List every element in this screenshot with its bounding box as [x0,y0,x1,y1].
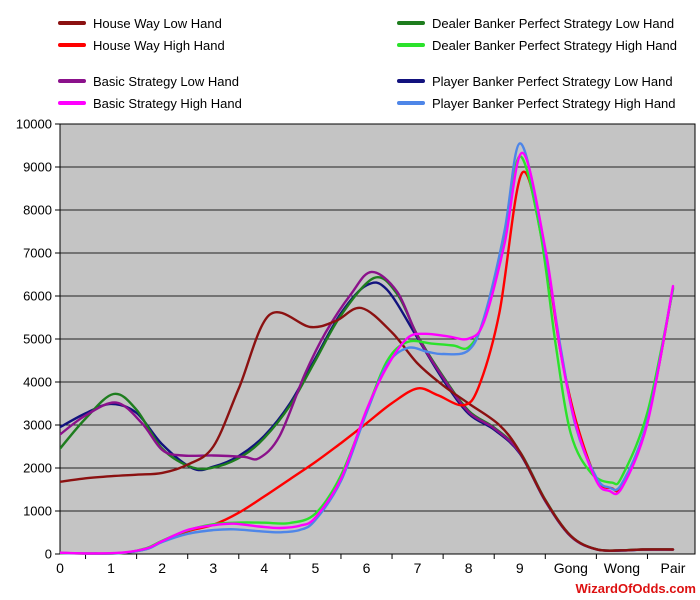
y-axis-ticks [55,123,60,555]
legend-label: House Way High Hand [93,37,225,53]
x-tick-label: 0 [56,560,64,576]
y-tick-label: 6000 [23,289,52,304]
y-axis-labels: 0 1000 2000 3000 4000 5000 6000 7000 8000 9000 100… [16,117,52,562]
x-tick-label: Pair [661,560,686,576]
legend-line-swatch [58,79,86,83]
series-line-basic-strategy-high-hand [60,151,675,555]
x-tick-label: 3 [209,560,217,576]
legend-group-gap [58,56,242,70]
legend-item: House Way Low Hand [58,12,242,34]
y-tick-label: 1000 [23,504,52,519]
legend-line-swatch [58,101,86,105]
legend-label: House Way Low Hand [93,15,222,31]
x-axis-ticks [85,554,648,559]
y-tick-label: 9000 [23,160,52,175]
legend-item: Player Banker Perfect Strategy Low Hand [397,70,677,92]
y-tick-label: 2000 [23,461,52,476]
x-tick-label: 2 [158,560,166,576]
legend-label: Basic Strategy Low Hand [93,73,239,89]
legend-item: Player Banker Perfect Strategy High Hand [397,92,677,114]
x-tick-label: 8 [465,560,473,576]
legend-line-swatch [397,21,425,25]
legend-item: Basic Strategy High Hand [58,92,242,114]
y-tick-label: 0 [45,547,52,562]
legend-item: Dealer Banker Perfect Strategy High Hand [397,34,677,56]
legend-label: Dealer Banker Perfect Strategy Low Hand [432,15,675,31]
chart-legend: House Way Low Hand House Way High Hand B… [0,12,700,112]
y-tick-label: 4000 [23,375,52,390]
x-tick-label: 9 [516,560,524,576]
legend-line-swatch [58,21,86,25]
x-tick-label: 4 [260,560,268,576]
legend-item: Basic Strategy Low Hand [58,70,242,92]
x-tick-label: 5 [312,560,320,576]
legend-label: Player Banker Perfect Strategy High Hand [432,95,676,111]
series-lines [60,142,675,555]
legend-item: Dealer Banker Perfect Strategy Low Hand [397,12,677,34]
legend-item: House Way High Hand [58,34,242,56]
x-tick-label: 7 [414,560,422,576]
legend-column-right: Dealer Banker Perfect Strategy Low Hand … [397,12,677,114]
plot-border [59,123,696,555]
legend-group-gap [397,56,677,70]
x-tick-label: 1 [107,560,115,576]
x-tick-label: 6 [363,560,371,576]
legend-line-swatch [397,79,425,83]
x-axis-labels: 0 1 2 3 4 5 6 7 8 9 Gong Wong Pair [56,560,686,576]
legend-label: Dealer Banker Perfect Strategy High Hand [432,37,677,53]
y-tick-label: 7000 [23,246,52,261]
x-tick-label: Gong [554,560,588,576]
legend-line-swatch [58,43,86,47]
legend-line-swatch [397,43,425,47]
legend-line-swatch [397,101,425,105]
y-tick-label: 3000 [23,418,52,433]
legend-label: Basic Strategy High Hand [93,95,242,111]
legend-label: Player Banker Perfect Strategy Low Hand [432,73,673,89]
x-tick-label: Wong [604,560,640,576]
watermark-link[interactable]: WizardOfOdds.com [575,581,696,596]
y-tick-label: 10000 [16,117,52,132]
y-tick-label: 8000 [23,203,52,218]
series-line-house-way-low-hand [60,306,675,552]
y-tick-label: 5000 [23,332,52,347]
legend-column-left: House Way Low Hand House Way High Hand B… [58,12,242,114]
